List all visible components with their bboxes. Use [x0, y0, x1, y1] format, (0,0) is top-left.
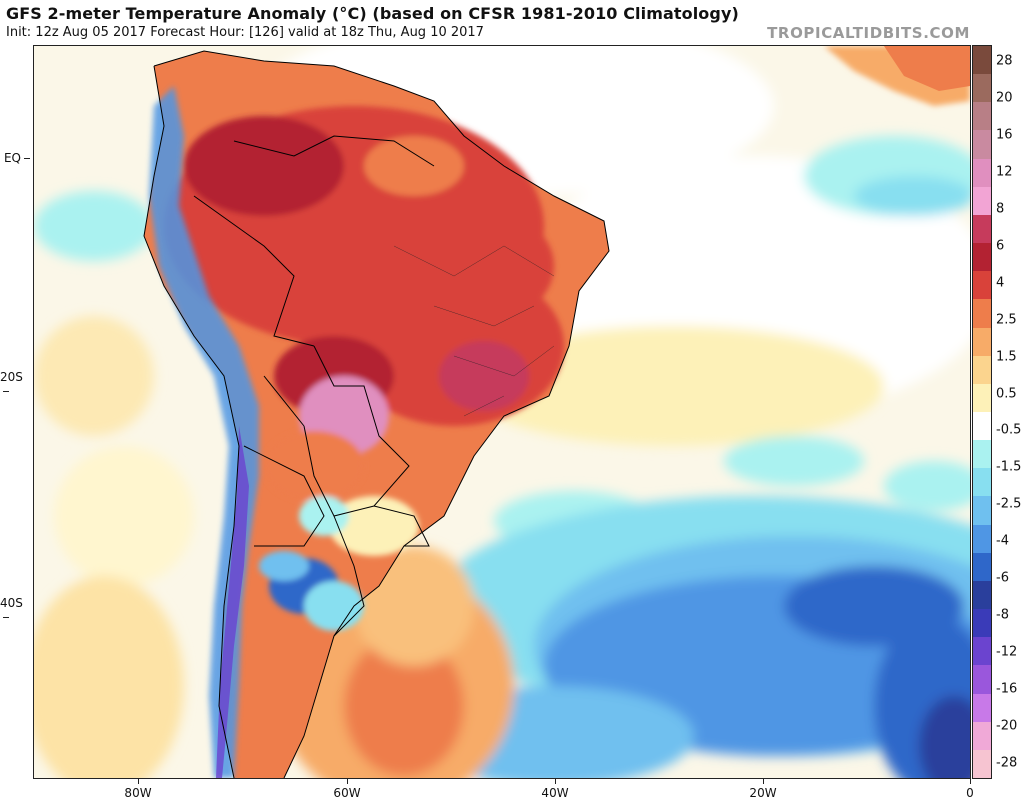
colorbar-label: 8: [996, 201, 1005, 217]
x-tick: [347, 779, 348, 784]
colorbar-segment: [973, 468, 991, 497]
colorbar-label: 28: [996, 53, 1013, 69]
x-tick: [763, 779, 764, 784]
colorbar-segment: [973, 383, 991, 413]
anomaly-map: [33, 45, 971, 779]
colorbar-label: -0.5: [996, 422, 1022, 438]
colorbar-label: -2.5: [996, 496, 1022, 512]
colorbar-label: 16: [996, 127, 1013, 143]
colorbar-label: 6: [996, 238, 1005, 254]
colorbar-segment: [973, 74, 991, 103]
colorbar-segment: [973, 609, 991, 638]
colorbar-segment: [973, 186, 991, 216]
colorbar-segment: [973, 271, 991, 300]
colorbar-segment: [973, 327, 991, 357]
colorbar-label: -28: [996, 755, 1018, 771]
colorbar-label: -4: [996, 533, 1009, 549]
x-tick: [138, 779, 139, 784]
colorbar-segment: [973, 524, 991, 554]
colorbar-segment: [973, 102, 991, 131]
chart-title: GFS 2-meter Temperature Anomaly (°C) (ba…: [6, 4, 739, 23]
colorbar-segment: [973, 158, 991, 188]
colorbar-label: 0.5: [996, 386, 1017, 402]
colorbar-segment: [973, 637, 991, 666]
colorbar-segment: [973, 46, 991, 75]
longitude-label-20w: 20W: [749, 786, 777, 800]
colorbar-segment: [973, 412, 991, 441]
colorbar-segment: [973, 552, 991, 582]
colorbar-segment: [973, 580, 991, 610]
site-brand: TROPICALTIDBITS.COM: [767, 24, 970, 42]
colorbar-label: -16: [996, 681, 1018, 697]
colorbar-segment: [973, 355, 991, 385]
colorbar-label: 2.5: [996, 312, 1017, 328]
colorbar-label: -8: [996, 607, 1009, 623]
colorbar-label: 1.5: [996, 349, 1017, 365]
colorbar-label: -20: [996, 718, 1018, 734]
longitude-label-60w: 60W: [333, 786, 361, 800]
colorbar-segment: [973, 749, 991, 779]
x-tick: [555, 779, 556, 784]
colorbar-label: 12: [996, 164, 1013, 180]
colorbar-segment: [973, 130, 991, 160]
colorbar-label: 20: [996, 90, 1013, 106]
colorbar-label: -12: [996, 644, 1018, 660]
colorbar-segment: [973, 440, 991, 469]
colorbar-segment: [973, 496, 991, 526]
x-tick: [970, 779, 971, 784]
colorbar-segment: [973, 299, 991, 329]
colorbar-label: 4: [996, 275, 1005, 291]
colorbar-segment: [973, 243, 991, 272]
colorbar-segment: [973, 721, 991, 751]
colorbar-segment: [973, 665, 991, 695]
forecast-subtitle: Init: 12z Aug 05 2017 Forecast Hour: [12…: [6, 25, 484, 40]
colorbar-segment: [973, 214, 991, 244]
longitude-label-80w: 80W: [124, 786, 152, 800]
longitude-label-40w: 40W: [541, 786, 569, 800]
colorbar-segment: [973, 693, 991, 723]
latitude-label-20s: 20S: [0, 370, 30, 398]
latitude-label-40s: 40S: [0, 596, 30, 624]
latitude-label-eq: EQ: [4, 151, 30, 165]
longitude-label-0: 0: [966, 786, 974, 800]
colorbar-label: -6: [996, 570, 1009, 586]
colorbar-label: -1.5: [996, 459, 1022, 475]
colorbar: [972, 45, 992, 779]
